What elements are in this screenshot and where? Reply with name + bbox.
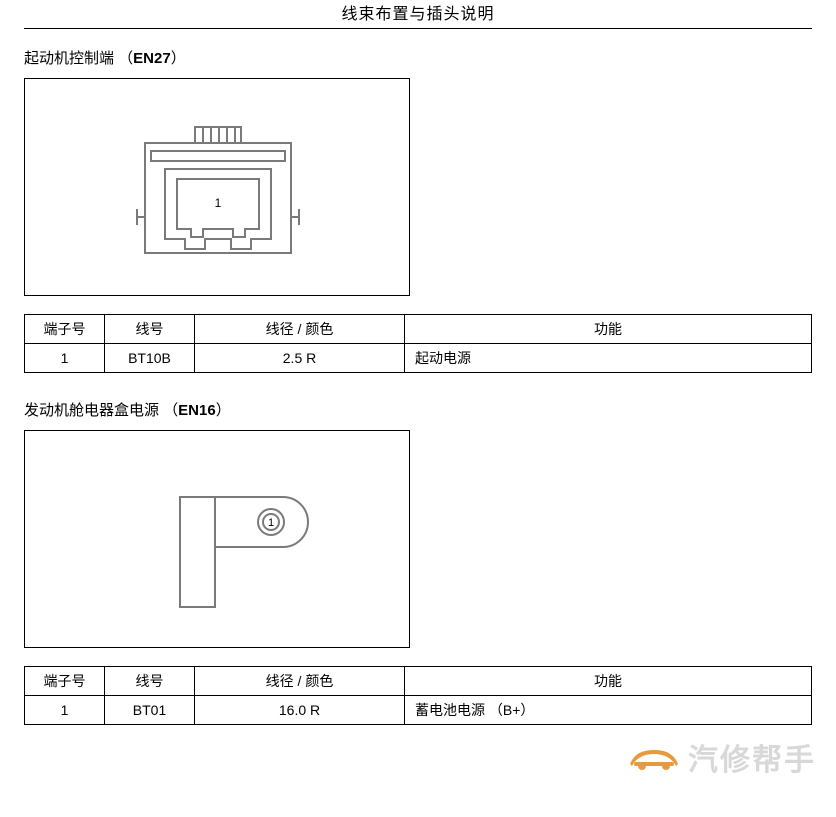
cell-terminal: 1 bbox=[25, 344, 105, 373]
connector-diagram-en27: 1 bbox=[25, 79, 411, 297]
section-title-text: 发动机舱电器盒电源 （ bbox=[24, 402, 178, 419]
section-code: EN27 bbox=[133, 50, 171, 67]
section-title-en27: 起动机控制端 （EN27） bbox=[24, 47, 812, 68]
section-code: EN16 bbox=[178, 402, 216, 419]
th-wire: 线号 bbox=[105, 667, 195, 696]
section-title-text: 起动机控制端 （ bbox=[24, 50, 133, 67]
th-function: 功能 bbox=[405, 315, 812, 344]
th-wire: 线号 bbox=[105, 315, 195, 344]
pin-table-en27: 端子号 线号 线径 / 颜色 功能 1 BT10B 2.5 R 起动电源 bbox=[24, 314, 812, 373]
cell-function: 蓄电池电源 （B+） bbox=[405, 696, 812, 725]
table-row: 1 BT01 16.0 R 蓄电池电源 （B+） bbox=[25, 696, 812, 725]
cell-function: 起动电源 bbox=[405, 344, 812, 373]
cell-wire: BT10B bbox=[105, 344, 195, 373]
table-row: 1 BT10B 2.5 R 起动电源 bbox=[25, 344, 812, 373]
ring-terminal-diagram-en16: 1 bbox=[25, 431, 411, 649]
cell-wire: BT01 bbox=[105, 696, 195, 725]
section-title-suffix: ） bbox=[171, 50, 186, 67]
th-function: 功能 bbox=[405, 667, 812, 696]
th-terminal: 端子号 bbox=[25, 667, 105, 696]
cell-terminal: 1 bbox=[25, 696, 105, 725]
page-header-title: 线束布置与插头说明 bbox=[24, 0, 812, 29]
section-title-suffix: ） bbox=[216, 402, 231, 419]
diagram-box-en27: 1 bbox=[24, 78, 410, 296]
th-gauge: 线径 / 颜色 bbox=[195, 315, 405, 344]
diagram-box-en16: 1 bbox=[24, 430, 410, 648]
th-gauge: 线径 / 颜色 bbox=[195, 667, 405, 696]
pin-table-en16: 端子号 线号 线径 / 颜色 功能 1 BT01 16.0 R 蓄电池电源 （B… bbox=[24, 666, 812, 725]
pin-label-1: 1 bbox=[268, 517, 274, 529]
pin-label-1: 1 bbox=[215, 196, 222, 210]
section-title-en16: 发动机舱电器盒电源 （EN16） bbox=[24, 399, 812, 420]
th-terminal: 端子号 bbox=[25, 315, 105, 344]
cell-gauge: 2.5 R bbox=[195, 344, 405, 373]
cell-gauge: 16.0 R bbox=[195, 696, 405, 725]
